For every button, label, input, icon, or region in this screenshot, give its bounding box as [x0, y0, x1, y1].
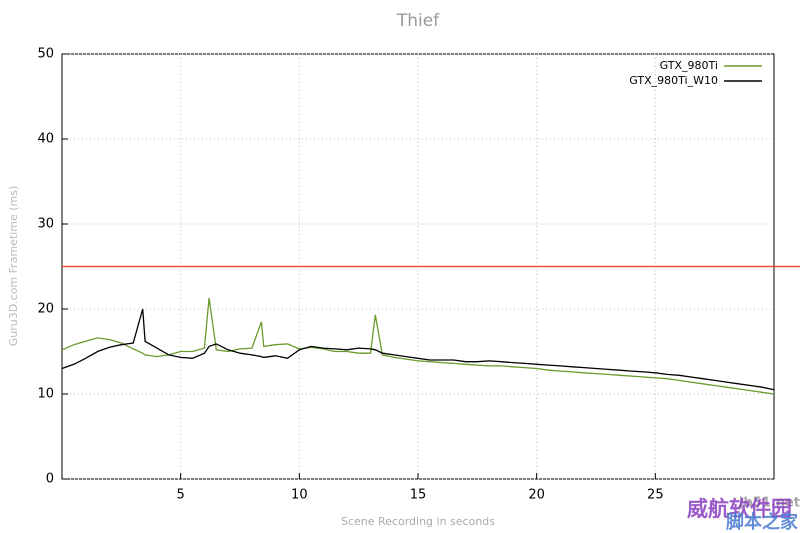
y-tick-label: 40: [37, 132, 54, 147]
series-line: [61, 297, 775, 395]
chart-title: Thief: [396, 11, 440, 31]
y-tick-label: 0: [46, 472, 54, 487]
x-tick-label: 25: [647, 488, 664, 503]
y-tick-label: 50: [37, 47, 54, 62]
x-tick-label: 5: [177, 488, 185, 503]
x-tick-label: 20: [528, 488, 545, 503]
series-line: [61, 308, 775, 391]
y-tick-label: 30: [37, 217, 54, 232]
x-axis-label: Scene Recording in seconds: [341, 515, 495, 528]
legend-label: GTX_980Ti_W10: [629, 74, 718, 87]
watermark: 威航软件园: [687, 497, 792, 521]
watermark: 脚本之家: [726, 511, 799, 533]
x-tick-label: 10: [291, 488, 308, 503]
watermark: jb51.net: [738, 496, 800, 511]
y-axis-label: Guru3D.com Frametime (ms): [7, 186, 20, 347]
legend-label: GTX_980Ti: [660, 59, 718, 72]
x-tick-label: 15: [410, 488, 427, 503]
y-tick-label: 20: [37, 302, 54, 317]
y-tick-label: 10: [37, 387, 54, 402]
